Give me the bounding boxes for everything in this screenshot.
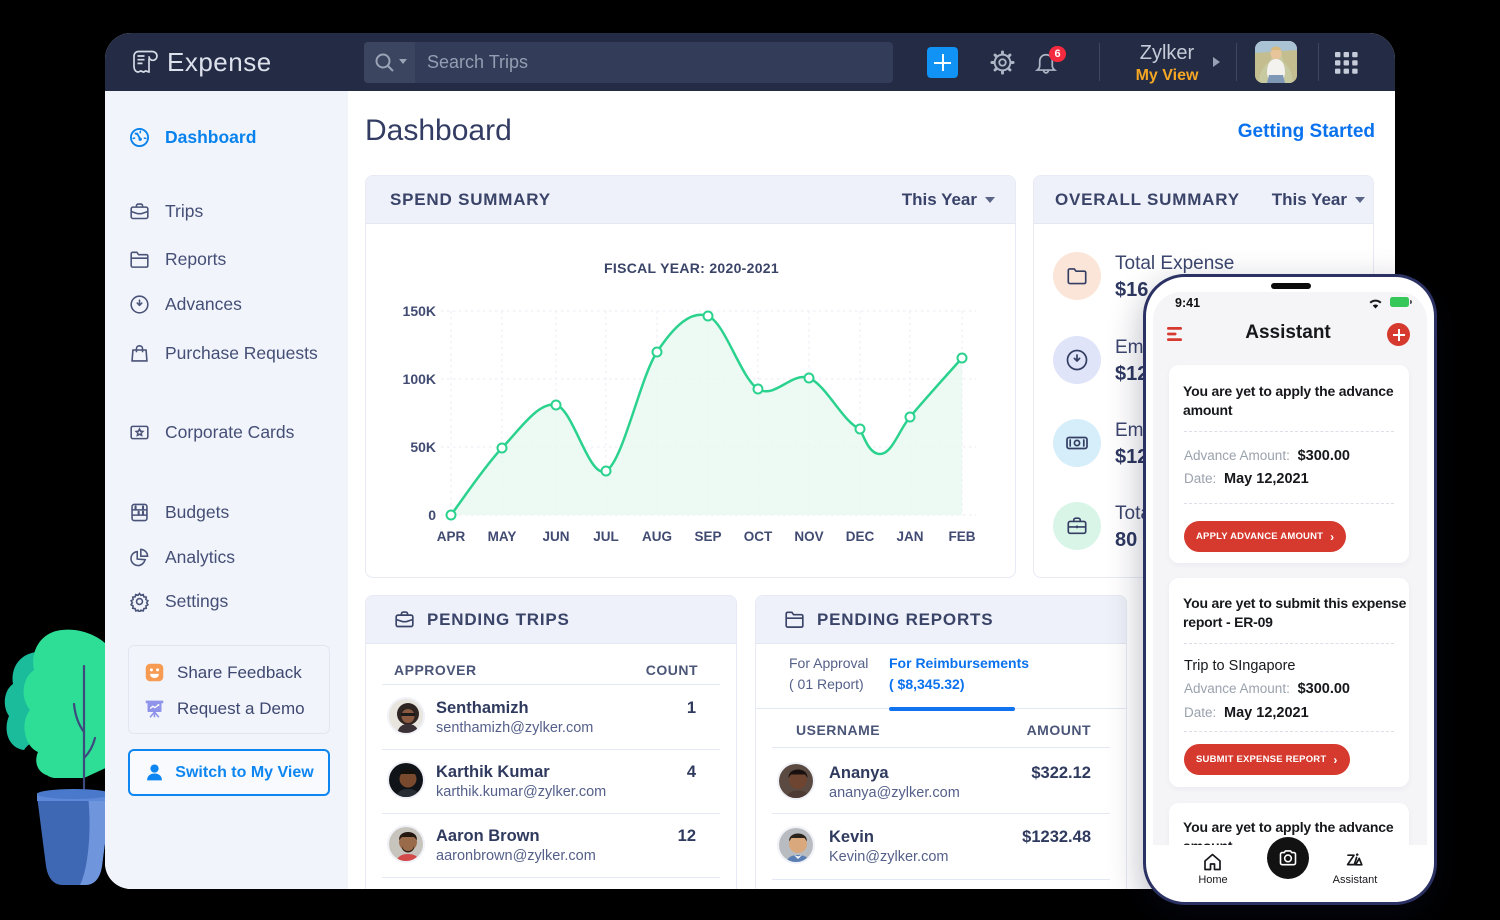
svg-text:0: 0: [428, 507, 436, 523]
svg-text:JAN: JAN: [896, 529, 923, 544]
svg-text:FEB: FEB: [949, 529, 976, 544]
svg-text:JUL: JUL: [593, 529, 619, 544]
svg-text:150K: 150K: [403, 303, 436, 319]
svg-text:AUG: AUG: [642, 529, 672, 544]
svg-text:DEC: DEC: [846, 529, 875, 544]
svg-text:SEP: SEP: [694, 529, 721, 544]
svg-text:APR: APR: [437, 529, 466, 544]
svg-text:OCT: OCT: [744, 529, 773, 544]
svg-text:NOV: NOV: [794, 529, 823, 544]
svg-text:50K: 50K: [410, 439, 436, 455]
svg-text:100K: 100K: [403, 371, 436, 387]
svg-text:MAY: MAY: [488, 529, 517, 544]
svg-text:JUN: JUN: [542, 529, 569, 544]
